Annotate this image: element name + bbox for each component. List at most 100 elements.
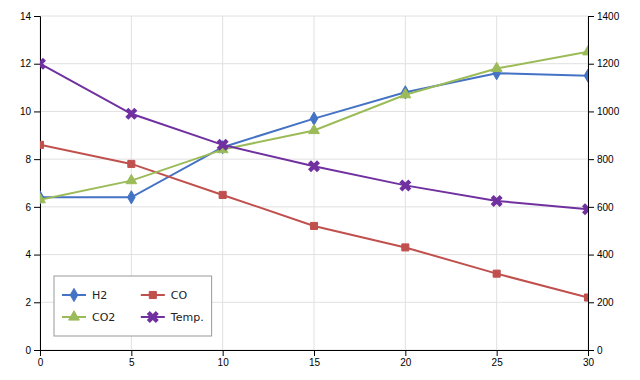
tick-label: 20 xyxy=(400,357,412,368)
tick: 200 xyxy=(588,297,614,308)
tick: 6 xyxy=(25,202,40,213)
point xyxy=(402,244,409,251)
tick-mark xyxy=(588,207,594,208)
tick-label: 2 xyxy=(25,297,31,308)
tick-mark xyxy=(497,350,498,356)
axis-line xyxy=(589,17,595,351)
tick: 2 xyxy=(25,297,40,308)
tick: 0 xyxy=(25,345,40,356)
tick-label: 400 xyxy=(597,249,614,260)
point xyxy=(309,124,320,133)
tick: 1400 xyxy=(588,11,620,22)
tick-label: 1200 xyxy=(597,58,620,69)
tick-mark xyxy=(34,207,40,208)
y2-axis: 0 200 400 600 800 1000 1200 1400 xyxy=(588,11,620,356)
point xyxy=(219,191,226,198)
tick-label: 30 xyxy=(583,357,595,368)
point xyxy=(40,193,45,202)
axis-line xyxy=(41,351,589,357)
tick: 25 xyxy=(492,350,504,368)
point xyxy=(126,174,137,183)
point xyxy=(400,89,411,98)
point xyxy=(305,157,323,175)
tick-label: 1400 xyxy=(597,11,620,22)
legend-marker xyxy=(69,311,80,320)
tick-mark xyxy=(131,350,132,356)
tick-label: 0 xyxy=(597,345,603,356)
tick-mark xyxy=(34,350,40,351)
tick-mark xyxy=(34,16,40,17)
point xyxy=(584,69,588,82)
tick-label: 0 xyxy=(38,357,44,368)
tick: 1000 xyxy=(588,106,620,117)
tick: 5 xyxy=(129,350,135,368)
point xyxy=(214,136,232,154)
legend-label: H2 xyxy=(92,289,107,302)
line xyxy=(40,64,588,210)
tick: 10 xyxy=(20,106,40,117)
grid-line xyxy=(314,16,315,350)
y-axis: 0 2 4 6 8 10 12 14 xyxy=(20,11,41,356)
tick-label: 14 xyxy=(20,11,32,22)
tick-mark xyxy=(223,350,224,356)
marks xyxy=(40,46,588,301)
legend-label: Temp. xyxy=(170,311,204,324)
tick: 8 xyxy=(25,154,40,165)
tick-label: 4 xyxy=(25,249,31,260)
tick-mark xyxy=(588,16,594,17)
tick-label: 15 xyxy=(309,357,321,368)
tick: 400 xyxy=(588,249,614,260)
legend-label: CO2 xyxy=(92,311,115,324)
series xyxy=(40,55,588,219)
legend-box xyxy=(54,276,212,336)
tick: 15 xyxy=(309,350,321,368)
tick-label: 600 xyxy=(597,202,614,213)
tick: 30 xyxy=(583,350,595,368)
grid xyxy=(40,16,588,350)
legend-label: CO xyxy=(171,289,188,302)
point xyxy=(493,270,500,277)
series xyxy=(40,46,588,203)
plot: 0510152025300246810121402004006008001000… xyxy=(20,11,620,368)
tick-mark xyxy=(588,255,594,256)
grid-line xyxy=(222,16,223,350)
tick-label: 0 xyxy=(25,345,31,356)
point xyxy=(40,55,49,73)
tick-label: 800 xyxy=(597,154,614,165)
tick: 1200 xyxy=(588,58,620,69)
tick: 0 xyxy=(588,345,603,356)
point xyxy=(488,192,506,210)
point xyxy=(128,160,135,167)
tick-mark xyxy=(588,350,594,351)
tick-label: 12 xyxy=(20,58,32,69)
tick: 600 xyxy=(588,202,614,213)
point xyxy=(579,200,588,218)
point xyxy=(310,112,318,125)
tick: 4 xyxy=(25,249,40,260)
tick: 14 xyxy=(20,11,40,22)
tick-label: 1000 xyxy=(597,106,620,117)
tick: 10 xyxy=(218,350,230,368)
tick-mark xyxy=(588,159,594,160)
tick-label: 5 xyxy=(129,357,135,368)
tick-mark xyxy=(34,159,40,160)
x-axis: 0 5 10 15 20 25 30 xyxy=(38,350,595,368)
tick-mark xyxy=(314,350,315,356)
legend-marker xyxy=(70,288,78,301)
legend-item: CO2 xyxy=(62,311,115,324)
legend-marker xyxy=(144,308,162,326)
point xyxy=(310,222,317,229)
point xyxy=(583,46,588,55)
tick-mark xyxy=(405,350,406,356)
tick-label: 8 xyxy=(25,154,31,165)
legend-marker xyxy=(149,291,156,298)
point xyxy=(584,294,588,301)
tick-mark xyxy=(34,302,40,303)
tick-label: 25 xyxy=(492,357,504,368)
line xyxy=(40,145,588,298)
tick-mark xyxy=(588,302,594,303)
tick: 800 xyxy=(588,154,614,165)
tick-mark xyxy=(588,64,594,65)
tick-label: 10 xyxy=(20,106,32,117)
tick-mark xyxy=(34,111,40,112)
